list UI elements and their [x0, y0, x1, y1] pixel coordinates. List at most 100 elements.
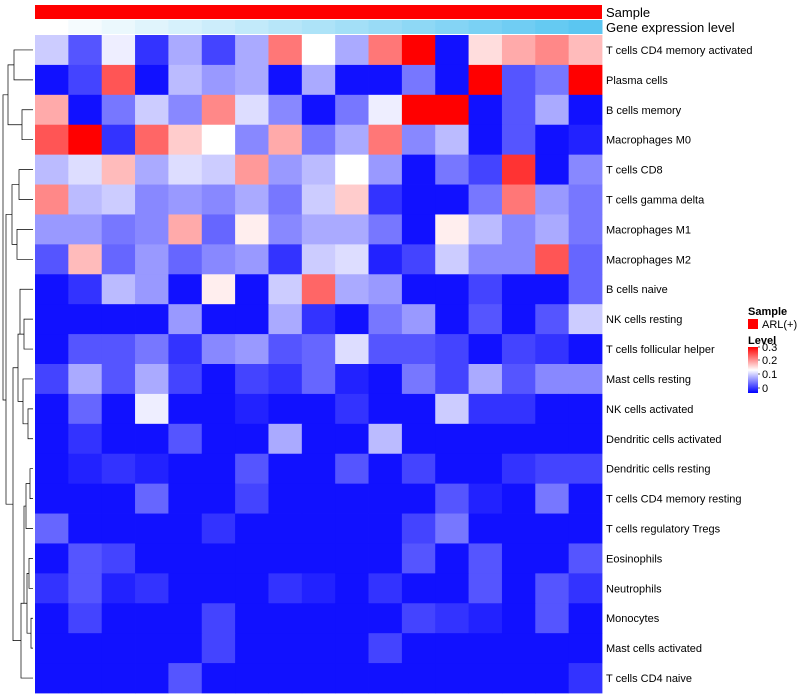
- heatmap-cell: [35, 184, 69, 215]
- heatmap-cell: [401, 633, 436, 664]
- heatmap-cell: [135, 304, 169, 335]
- heatmap-cell: [335, 483, 369, 514]
- heatmap-cell: [168, 94, 203, 126]
- heatmap-cell: [168, 214, 203, 245]
- row-label: NK cells activated: [606, 404, 693, 416]
- heatmap-cell: [168, 244, 203, 275]
- heatmap-cell: [401, 35, 436, 66]
- heatmap-cell: [101, 663, 136, 694]
- heatmap-cell: [68, 214, 103, 245]
- heatmap-cell: [101, 334, 136, 365]
- heatmap-cell: [435, 214, 469, 245]
- heatmap-cell: [335, 124, 369, 156]
- heatmap-cell: [235, 543, 269, 574]
- heatmap-cell: [535, 423, 570, 455]
- heatmap-cell: [35, 663, 69, 694]
- dendrogram-branch: [21, 109, 33, 141]
- expression-annotation-label: Gene expression level: [606, 20, 735, 35]
- heatmap-cell: [268, 35, 303, 66]
- heatmap-cell: [301, 663, 336, 694]
- heatmap-cell: [168, 453, 203, 485]
- heatmap-cell: [268, 274, 303, 305]
- heatmap-cell: [135, 603, 169, 634]
- heatmap-cell: [101, 364, 136, 395]
- heatmap-cell: [235, 364, 269, 395]
- heatmap-cell: [368, 154, 403, 185]
- heatmap-cell: [501, 573, 536, 604]
- heatmap-cell: [501, 633, 536, 664]
- row-label: Dendritic cells resting: [606, 464, 711, 476]
- heatmap-cell: [68, 603, 103, 634]
- heatmap-cell: [135, 64, 169, 96]
- heatmap-cell: [301, 94, 336, 126]
- heatmap-cell: [68, 64, 103, 96]
- heatmap-cell: [235, 483, 269, 514]
- row-label: NK cells resting: [606, 314, 682, 326]
- heatmap-cell: [301, 543, 336, 574]
- heatmap-cell: [301, 154, 336, 185]
- heatmap-cell: [201, 94, 236, 126]
- heatmap-cell: [435, 633, 469, 664]
- heatmap-cell: [568, 94, 603, 126]
- dendrogram-branch: [27, 408, 33, 440]
- heatmap-cell: [268, 483, 303, 514]
- heatmap-cell: [435, 64, 469, 96]
- heatmap-cell: [35, 423, 69, 455]
- legend-level-tick-label: 0: [762, 383, 768, 395]
- heatmap-cell: [435, 543, 469, 574]
- heatmap-cell: [101, 214, 136, 245]
- heatmap-cell: [201, 453, 236, 485]
- heatmap-cell: [368, 513, 403, 544]
- heatmap-cell: [401, 214, 436, 245]
- expression-annotation-cell: [501, 20, 536, 34]
- heatmap-cell: [401, 334, 436, 365]
- heatmap-cell: [368, 663, 403, 694]
- heatmap-cell: [301, 214, 336, 245]
- heatmap-cell: [435, 154, 469, 185]
- heatmap-cell: [401, 64, 436, 96]
- heatmap-cell: [101, 453, 136, 485]
- heatmap-cell: [501, 603, 536, 634]
- heatmap-cell: [68, 543, 103, 574]
- heatmap-cell: [535, 274, 570, 305]
- row-label: Mast cells resting: [606, 374, 691, 386]
- legend-level-tick-label: 0.2: [762, 355, 777, 367]
- heatmap-cell: [35, 304, 69, 335]
- heatmap-cell: [501, 483, 536, 514]
- heatmap-cell: [301, 513, 336, 544]
- heatmap-cell: [68, 663, 103, 694]
- heatmap-cell: [435, 573, 469, 604]
- heatmap-cell: [101, 543, 136, 574]
- heatmap-cell: [135, 244, 169, 275]
- heatmap-cell: [135, 393, 169, 425]
- heatmap-cell: [201, 543, 236, 574]
- expression-annotation-cell: [568, 20, 603, 34]
- heatmap-cell: [468, 633, 503, 664]
- heatmap-cell: [68, 124, 103, 156]
- heatmap-cell: [201, 393, 236, 425]
- heatmap-cell: [101, 423, 136, 455]
- heatmap-cell: [568, 154, 603, 185]
- heatmap-cell: [68, 453, 103, 485]
- heatmap-cell: [535, 633, 570, 664]
- heatmap-cell: [368, 573, 403, 604]
- heatmap-cell: [235, 423, 269, 455]
- heatmap-cell: [301, 364, 336, 395]
- heatmap-cell: [435, 304, 469, 335]
- heatmap-cell: [201, 364, 236, 395]
- heatmap-cell: [268, 304, 303, 335]
- heatmap-cell: [135, 573, 169, 604]
- heatmap-cell: [268, 573, 303, 604]
- heatmap-cell: [501, 334, 536, 365]
- expression-annotation-cell: [335, 20, 370, 34]
- heatmap-cell: [101, 64, 136, 96]
- heatmap-cell: [435, 364, 469, 395]
- heatmap-cell: [335, 94, 369, 126]
- heatmap-cell: [368, 543, 403, 574]
- heatmap-cell: [335, 154, 369, 185]
- heatmap-cell: [235, 304, 269, 335]
- heatmap-cell: [35, 154, 69, 185]
- heatmap-cell: [35, 513, 69, 544]
- heatmap-cell: [135, 513, 169, 544]
- heatmap-cell: [368, 334, 403, 365]
